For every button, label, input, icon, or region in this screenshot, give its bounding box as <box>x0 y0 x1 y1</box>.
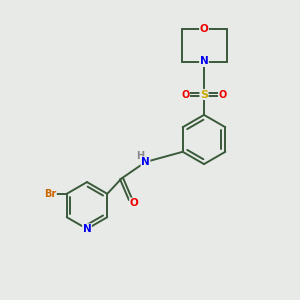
Text: N: N <box>200 56 208 67</box>
Text: S: S <box>200 89 208 100</box>
Text: Br: Br <box>44 189 56 199</box>
Text: O: O <box>130 198 139 208</box>
Text: O: O <box>181 89 190 100</box>
Text: H: H <box>136 151 144 161</box>
Text: N: N <box>82 224 91 234</box>
Text: O: O <box>218 89 227 100</box>
Text: O: O <box>200 23 208 34</box>
Text: N: N <box>141 157 150 167</box>
